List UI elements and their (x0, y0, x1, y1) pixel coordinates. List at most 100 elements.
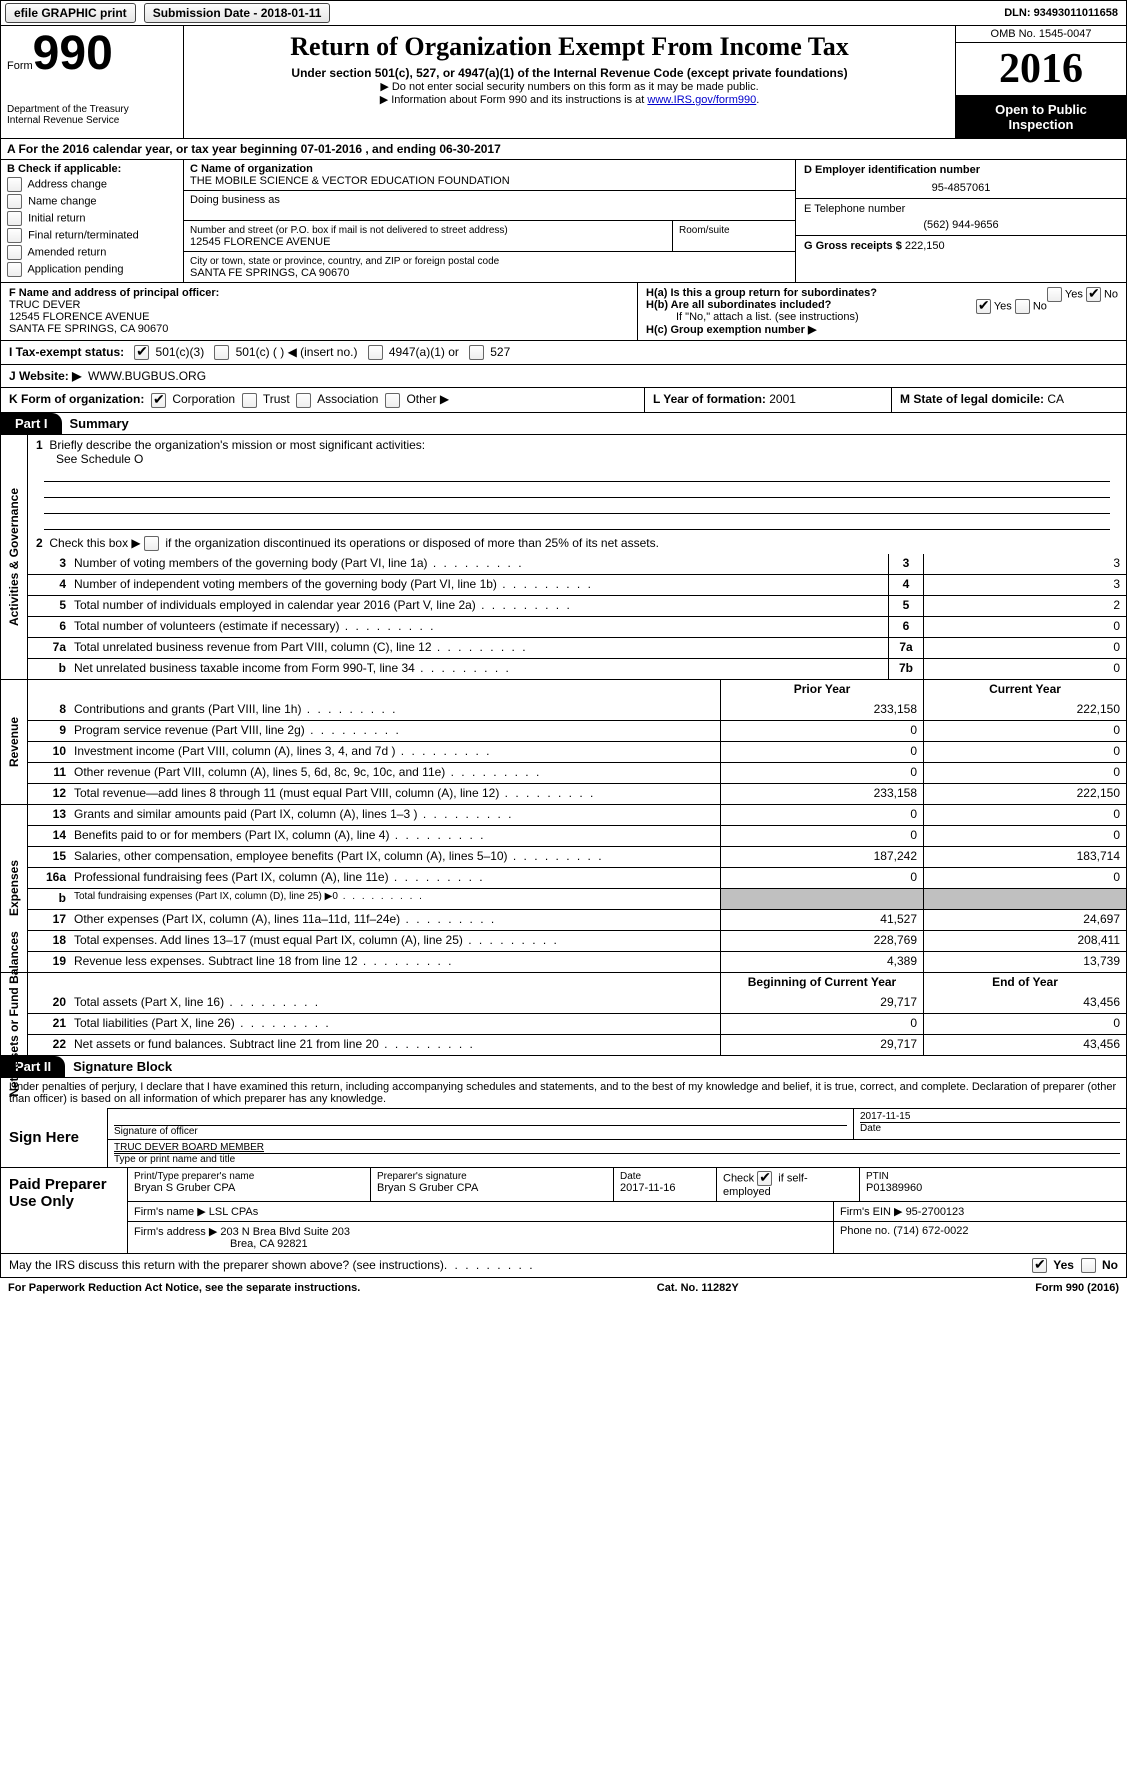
opt-501c: 501(c) ( ) ◀ (insert no.) (236, 345, 358, 359)
hdr-end-year: End of Year (923, 973, 1126, 993)
state-label: M State of legal domicile: (900, 392, 1047, 406)
col-b-checkboxes: B Check if applicable: Address change Na… (1, 160, 184, 282)
cell-gross: G Gross receipts $ 222,150 (796, 236, 1126, 256)
row-desc: Total liabilities (Part X, line 26) (70, 1014, 720, 1034)
chk-ha-yes[interactable] (1047, 287, 1062, 302)
chk-discuss-no[interactable] (1081, 1258, 1096, 1273)
prep-date-label: Date (620, 1171, 710, 1182)
row-fgh: F Name and address of principal officer:… (0, 283, 1127, 341)
website-label: J Website: ▶ (9, 369, 81, 383)
chk-discontinued[interactable] (144, 536, 159, 551)
chk-hb-no[interactable] (1015, 299, 1030, 314)
chk-ha-no[interactable] (1086, 287, 1101, 302)
activities-side-label: Activities & Governance (1, 435, 28, 679)
chk-app-pending[interactable] (7, 262, 22, 277)
underline-4 (44, 514, 1110, 530)
footer-cat: Cat. No. 11282Y (657, 1282, 739, 1294)
state-value: CA (1047, 392, 1064, 406)
sig-officer-label: Signature of officer (114, 1125, 847, 1137)
row-desc: Total unrelated business revenue from Pa… (70, 638, 888, 658)
row-desc: Grants and similar amounts paid (Part IX… (70, 805, 720, 825)
row-prior: 0 (720, 763, 923, 783)
officer-label: F Name and address of principal officer: (9, 287, 219, 299)
row-desc: Salaries, other compensation, employee b… (70, 847, 720, 867)
part-1-tab: Part I (1, 413, 62, 434)
chk-other[interactable] (385, 393, 400, 408)
row-num: b (28, 659, 70, 679)
opt-4947: 4947(a)(1) or (389, 345, 459, 359)
row-num: 15 (28, 847, 70, 867)
chk-address-change[interactable] (7, 177, 22, 192)
phone-label: E Telephone number (804, 203, 1118, 215)
table-row: 17 Other expenses (Part IX, column (A), … (28, 909, 1126, 930)
row-curr: 0 (923, 868, 1126, 888)
underline-2 (44, 482, 1110, 498)
row-curr: 0 (923, 742, 1126, 762)
chk-amended[interactable] (7, 245, 22, 260)
chk-final-return[interactable] (7, 228, 22, 243)
prep-sig: Bryan S Gruber CPA (377, 1182, 607, 1194)
row-prior: 0 (720, 868, 923, 888)
prep-name-cell: Print/Type preparer's name Bryan S Grube… (128, 1168, 371, 1201)
netassets-body: Beginning of Current Year End of Year 20… (28, 973, 1126, 1055)
table-row: 15 Salaries, other compensation, employe… (28, 846, 1126, 867)
chk-assoc[interactable] (296, 393, 311, 408)
row-curr: 0 (923, 1014, 1126, 1034)
table-row: 14 Benefits paid to or for members (Part… (28, 825, 1126, 846)
row-num: 16a (28, 868, 70, 888)
row-num: 14 (28, 826, 70, 846)
row-curr: 222,150 (923, 784, 1126, 804)
header-center: Return of Organization Exempt From Incom… (184, 26, 955, 138)
row-desc: Revenue less expenses. Subtract line 18 … (70, 952, 720, 972)
row-desc: Benefits paid to or for members (Part IX… (70, 826, 720, 846)
chk-discuss-yes[interactable] (1032, 1258, 1047, 1273)
table-row: 13 Grants and similar amounts paid (Part… (28, 805, 1126, 825)
room-suite: Room/suite (672, 221, 795, 251)
chk-initial-return[interactable] (7, 211, 22, 226)
irs-link[interactable]: www.IRS.gov/form990 (647, 94, 756, 106)
chk-hb-yes[interactable] (976, 299, 991, 314)
submission-date-button[interactable]: Submission Date - 2018-01-11 (144, 3, 331, 23)
row-prior: 0 (720, 826, 923, 846)
row-klm: K Form of organization: Corporation Trus… (0, 388, 1127, 412)
city-label: City or town, state or province, country… (190, 256, 499, 267)
table-row: 11 Other revenue (Part VIII, column (A),… (28, 762, 1126, 783)
row-desc: Net assets or fund balances. Subtract li… (70, 1035, 720, 1055)
line-1: 1 Briefly describe the organization's mi… (28, 435, 1126, 533)
chk-self-employed[interactable] (757, 1171, 772, 1186)
firm-phone: (714) 672-0022 (893, 1225, 968, 1237)
row-num: 22 (28, 1035, 70, 1055)
row-num: 17 (28, 910, 70, 930)
row-num: 7a (28, 638, 70, 658)
row-curr: 13,739 (923, 952, 1126, 972)
sig-declaration: Under penalties of perjury, I declare th… (1, 1078, 1126, 1108)
row-val: 0 (923, 638, 1126, 658)
discuss-line: May the IRS discuss this return with the… (0, 1254, 1127, 1278)
chk-501c3[interactable] (134, 345, 149, 360)
row-val: 2 (923, 596, 1126, 616)
hdr-current-year: Current Year (923, 680, 1126, 700)
activities-body: 1 Briefly describe the organization's mi… (28, 435, 1126, 679)
row-desc: Total assets (Part X, line 16) (70, 993, 720, 1013)
table-row: 9 Program service revenue (Part VIII, li… (28, 720, 1126, 741)
chk-501c[interactable] (214, 345, 229, 360)
ha-label: H(a) Is this a group return for subordin… (646, 287, 877, 299)
chk-527[interactable] (469, 345, 484, 360)
chk-4947[interactable] (368, 345, 383, 360)
opt-trust: Trust (263, 392, 290, 406)
row-desc: Investment income (Part VIII, column (A)… (70, 742, 720, 762)
inspection-2: Inspection (1008, 117, 1073, 132)
part-1-title: Summary (62, 416, 129, 431)
table-row: 20 Total assets (Part X, line 16) 29,717… (28, 993, 1126, 1013)
dln-label: DLN: (1004, 7, 1033, 19)
row-desc: Total number of volunteers (estimate if … (70, 617, 888, 637)
chk-name-change[interactable] (7, 194, 22, 209)
row-prior: 0 (720, 1014, 923, 1034)
dln-value: 93493011011658 (1034, 7, 1118, 19)
row-curr: 0 (923, 763, 1126, 783)
chk-corp[interactable] (151, 393, 166, 408)
line-1-val: See Schedule O (56, 452, 143, 466)
efile-button[interactable]: efile GRAPHIC print (5, 3, 136, 23)
line-2: 2 Check this box ▶ if the organization d… (28, 533, 1126, 554)
chk-trust[interactable] (242, 393, 257, 408)
